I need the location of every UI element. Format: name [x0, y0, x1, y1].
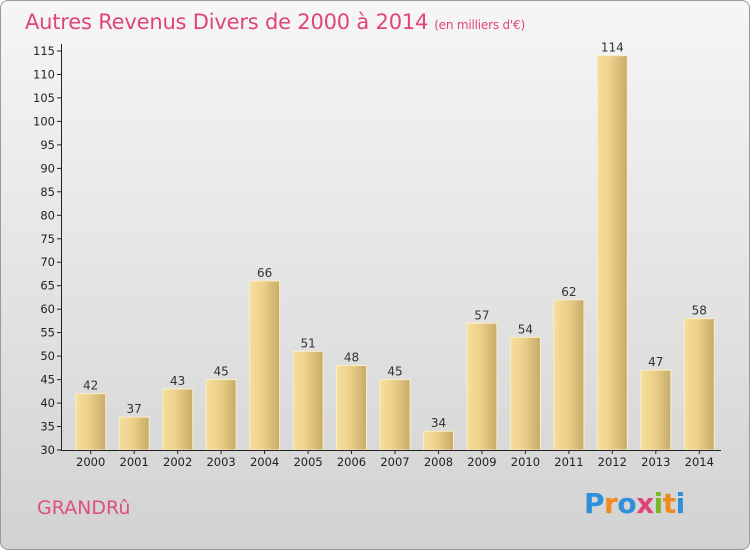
data-label: 57 [474, 308, 489, 322]
data-label: 62 [561, 285, 576, 299]
data-label: 47 [648, 355, 663, 369]
logo-letter: i [653, 487, 664, 520]
x-tick-label: 2005 [293, 455, 322, 469]
y-tick-label: 105 [33, 91, 55, 105]
data-label: 66 [257, 266, 272, 280]
x-tick-label: 2012 [598, 455, 627, 469]
data-label: 37 [127, 402, 142, 416]
bar [509, 336, 541, 451]
bar [118, 416, 150, 451]
data-label: 43 [170, 374, 185, 388]
axis-layer: 2000 2001 2002 2003 2004 2005 2006 2007 2008 2009… [33, 44, 721, 469]
data-label: 51 [300, 336, 315, 350]
y-tick-label: 70 [40, 255, 55, 269]
data-label: 58 [692, 304, 707, 318]
proxiti-logo: Proxiti [584, 487, 685, 520]
bar [205, 379, 237, 451]
bar [640, 369, 672, 451]
y-tick-label: 40 [40, 396, 55, 410]
bar [683, 318, 715, 451]
y-tick-label: 35 [40, 420, 55, 434]
x-tick-label: 2014 [685, 455, 714, 469]
data-label: 45 [387, 365, 402, 379]
x-tick-label: 2004 [250, 455, 279, 469]
chart-title-text: Autres Revenus Divers de 2000 à 2014 [25, 10, 429, 34]
x-tick-label: 2013 [641, 455, 670, 469]
data-label: 54 [518, 322, 533, 336]
y-tick-label: 45 [40, 373, 55, 387]
y-tick-label: 80 [40, 208, 55, 222]
x-tick-label: 2008 [424, 455, 453, 469]
x-tick-label: 2000 [76, 455, 105, 469]
bar [423, 430, 454, 451]
bars-layer: 42 37 43 45 66 51 48 45 34 57 54 62 114 47 58 [75, 41, 715, 451]
y-tick-label: 75 [40, 232, 55, 246]
data-label: 114 [601, 41, 624, 55]
y-tick-label: 85 [40, 185, 55, 199]
y-tick-label: 55 [40, 326, 55, 340]
data-label: 48 [344, 351, 359, 365]
logo-letter: i [675, 487, 686, 520]
x-tick-label: 2006 [337, 455, 366, 469]
x-tick-label: 2002 [163, 455, 192, 469]
y-tick-label: 95 [40, 138, 55, 152]
bar [75, 393, 107, 451]
bar [292, 350, 324, 451]
y-tick-label: 50 [40, 349, 55, 363]
bar [379, 379, 411, 451]
data-label: 45 [213, 365, 228, 379]
y-tick-label: 115 [33, 44, 55, 58]
chart-title: Autres Revenus Divers de 2000 à 2014 (en … [25, 10, 525, 34]
logo-letter: o [617, 487, 637, 520]
bar [553, 299, 585, 451]
y-tick-label: 110 [33, 68, 55, 82]
bar [466, 322, 498, 451]
logo-letter: r [604, 487, 618, 520]
x-tick-label: 2007 [380, 455, 409, 469]
logo-letter: x [636, 487, 654, 520]
y-tick-label: 60 [40, 302, 55, 316]
logo-letter: t [662, 487, 676, 520]
commune-name: GRANDRû [37, 497, 131, 519]
bar [336, 365, 367, 451]
y-tick-label: 100 [33, 114, 55, 128]
x-tick-label: 2009 [467, 455, 496, 469]
y-tick-label: 90 [40, 161, 55, 175]
x-tick-label: 2003 [206, 455, 235, 469]
x-tick-label: 2010 [511, 455, 540, 469]
data-label: 34 [431, 416, 446, 430]
chart-subtitle: (en milliers d'€) [434, 18, 525, 32]
x-tick-label: 2011 [554, 455, 583, 469]
bar [249, 280, 281, 451]
bar [162, 388, 194, 451]
logo-letter: P [584, 487, 605, 520]
bar [596, 55, 628, 451]
x-tick-label: 2001 [120, 455, 149, 469]
y-tick-label: 65 [40, 279, 55, 293]
y-tick-label: 30 [40, 443, 55, 457]
data-label: 42 [83, 379, 98, 393]
